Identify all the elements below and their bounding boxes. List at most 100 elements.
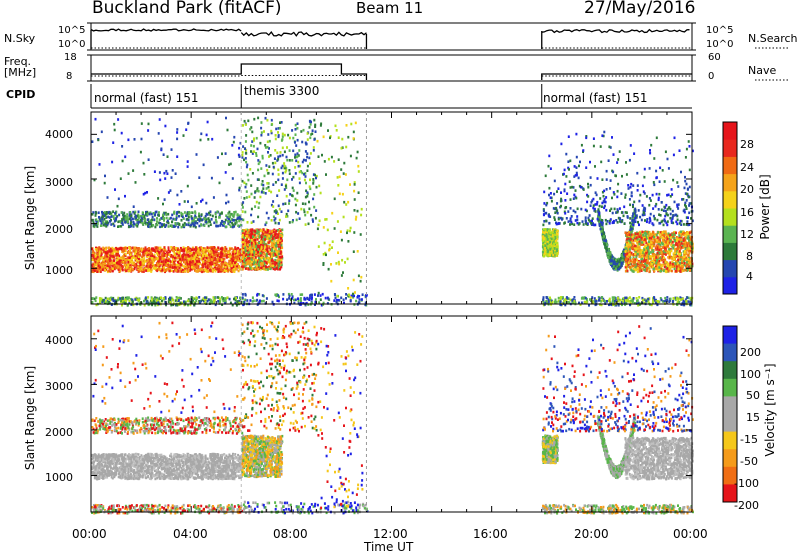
echo-cell — [288, 169, 291, 172]
echo-cell — [182, 246, 185, 249]
echo-cell — [545, 254, 548, 257]
echo-cell — [265, 254, 268, 258]
echo-cell — [164, 268, 167, 272]
echo-cell — [255, 231, 258, 235]
echo-cell — [546, 238, 549, 241]
echo-cell — [264, 245, 267, 249]
echo-cell — [180, 270, 183, 273]
echo-cell — [255, 152, 258, 155]
echo-cell — [118, 263, 121, 266]
echo-cell — [225, 214, 228, 217]
echo-cell — [111, 269, 114, 273]
echo-cell — [342, 215, 345, 219]
echo-cell — [210, 251, 213, 254]
echo-cell — [163, 219, 165, 222]
echo-cell — [158, 247, 161, 250]
echo-cell — [128, 246, 130, 249]
echo-cell — [210, 249, 212, 253]
echo-cell — [220, 296, 223, 299]
echo-cell — [140, 137, 143, 141]
echo-cell — [306, 211, 309, 214]
echo-cell — [155, 266, 158, 270]
echo-cell — [281, 228, 284, 232]
echo-cell — [213, 265, 216, 269]
echo-cell — [133, 222, 136, 226]
echo-cell — [273, 265, 276, 269]
echo-cell — [347, 135, 350, 139]
echo-cell — [165, 224, 168, 227]
echo-cell — [116, 215, 119, 218]
echo-cell — [172, 224, 175, 228]
echo-cell — [133, 261, 136, 265]
echo-cell — [100, 254, 103, 258]
echo-cell — [247, 235, 250, 239]
echo-cell — [217, 267, 219, 271]
echo-cell — [278, 260, 281, 264]
echo-cell — [292, 189, 295, 192]
echo-cell — [186, 250, 189, 254]
echo-cell — [553, 242, 556, 246]
echo-cell — [170, 148, 173, 151]
echo-cell — [257, 178, 260, 181]
echo-cell — [104, 248, 107, 252]
echo-cell — [282, 297, 285, 301]
echo-cell — [231, 225, 234, 229]
echo-cell — [101, 217, 104, 220]
echo-cell — [163, 223, 165, 227]
echo-cell — [218, 255, 221, 259]
echo-cell — [93, 258, 96, 262]
echo-cell — [284, 184, 287, 188]
echo-cell — [189, 247, 192, 251]
echo-cell — [93, 251, 96, 255]
echo-cell — [315, 298, 317, 301]
echo-cell — [541, 245, 544, 248]
echo-cell — [127, 259, 130, 262]
echo-cell — [356, 296, 359, 299]
echo-cell — [167, 221, 170, 225]
echo-cell — [308, 298, 311, 301]
echo-cell — [247, 243, 249, 247]
echo-cell — [285, 186, 288, 189]
echo-cell — [262, 299, 265, 303]
echo-cell — [245, 233, 248, 236]
echo-cell — [289, 193, 292, 196]
echo-cell — [256, 147, 259, 151]
echo-cell — [104, 262, 107, 266]
echo-cell — [157, 211, 160, 214]
echo-cell — [266, 182, 269, 185]
echo-cell — [173, 265, 176, 269]
echo-cell — [245, 253, 248, 256]
echo-cell — [143, 268, 145, 271]
echo-cell — [261, 156, 264, 160]
echo-cell — [142, 261, 145, 264]
echo-cell — [275, 211, 278, 215]
echo-cell — [153, 258, 156, 261]
echo-cell — [355, 156, 358, 160]
echo-cell — [126, 220, 129, 224]
echo-cell — [312, 220, 314, 223]
echo-cell — [137, 220, 140, 224]
echo-cell — [251, 152, 254, 155]
echo-cell — [184, 258, 187, 261]
echo-cell — [159, 257, 162, 261]
echo-cell — [314, 125, 317, 128]
echo-cell — [101, 210, 103, 214]
echo-cell — [204, 298, 207, 302]
echo-cell — [249, 254, 252, 258]
echo-cell — [180, 219, 183, 222]
echo-cell — [234, 264, 236, 268]
echo-cell — [322, 135, 325, 139]
echo-cell — [271, 172, 274, 176]
echo-cell — [284, 202, 287, 205]
echo-cell — [209, 262, 212, 265]
echo-cell — [91, 297, 94, 300]
echo-cell — [150, 212, 153, 216]
echo-cell — [170, 176, 173, 179]
echo-cell — [268, 265, 271, 269]
echo-cell — [221, 262, 224, 266]
echo-cell — [309, 178, 311, 182]
echo-cell — [132, 220, 135, 224]
echo-cell — [177, 296, 179, 300]
echo-cell — [286, 146, 288, 149]
echo-cell — [200, 299, 202, 303]
